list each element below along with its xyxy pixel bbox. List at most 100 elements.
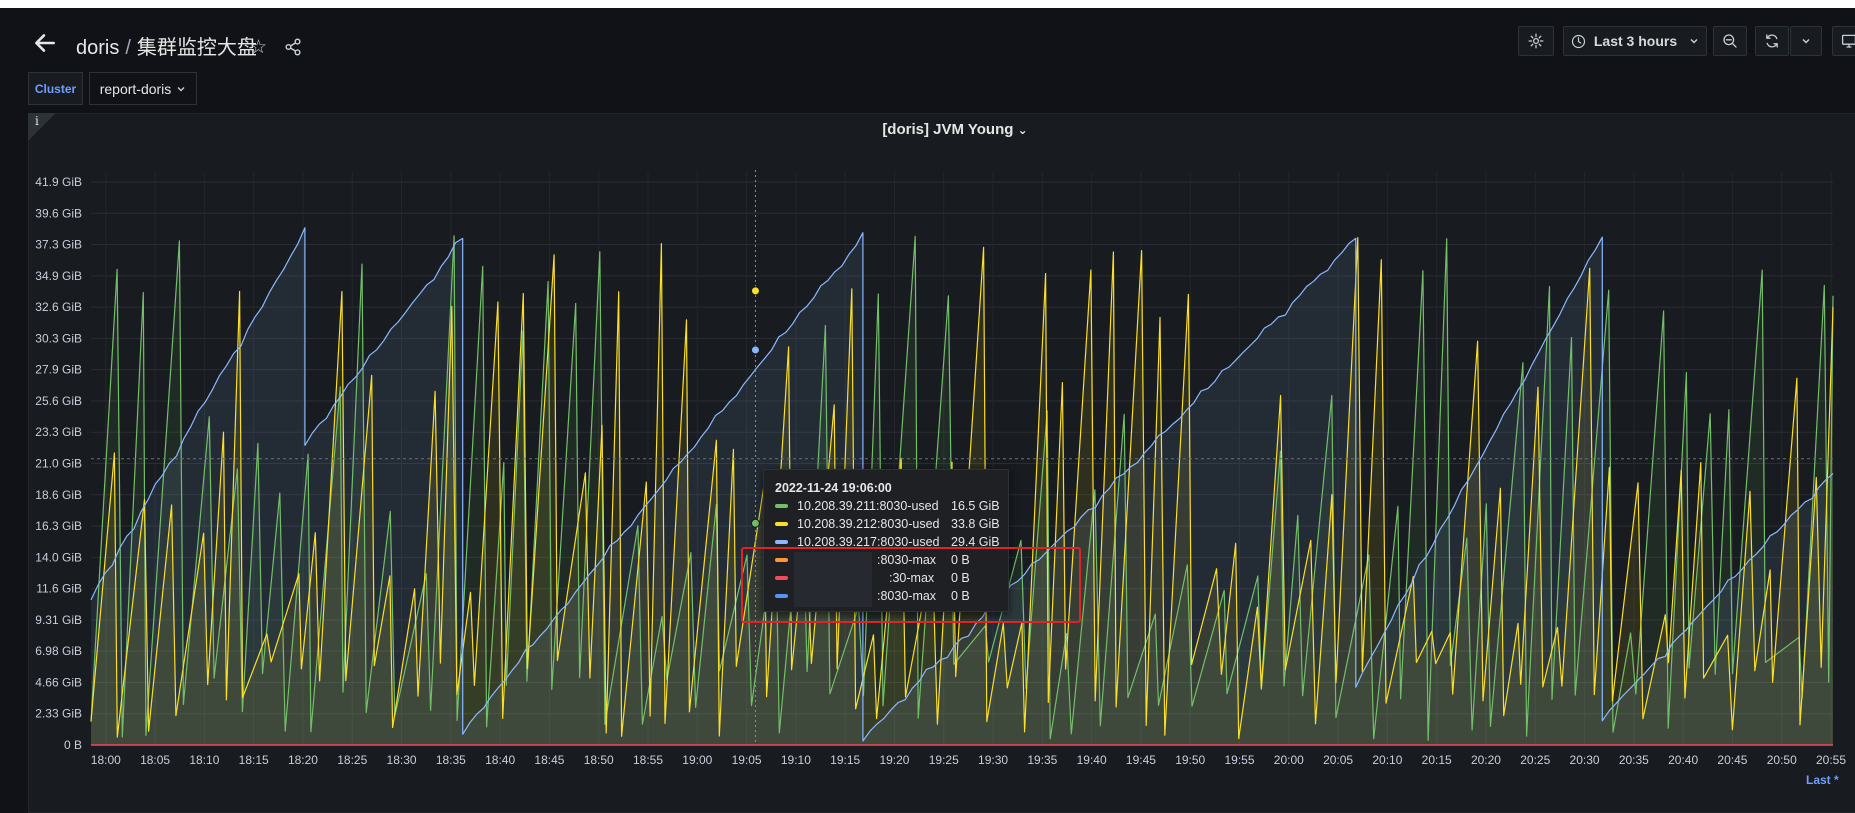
x-tick-label: 18:50 xyxy=(584,753,614,767)
tooltip-row: :8030-max 0 B xyxy=(775,587,1005,605)
cluster-variable-value: report-doris xyxy=(99,80,172,97)
series-line xyxy=(90,227,1834,742)
share-icon[interactable] xyxy=(284,38,302,56)
x-tick-label: 18:10 xyxy=(189,753,219,767)
series-swatch xyxy=(775,540,788,544)
y-tick-label: 34.9 GiB xyxy=(35,269,82,283)
y-tick-label: 21.0 GiB xyxy=(35,457,82,471)
tooltip-series-value: 0 B xyxy=(951,571,970,585)
x-tick-label: 20:15 xyxy=(1422,753,1452,767)
y-tick-label: 0 B xyxy=(64,738,82,752)
x-tick-label: 18:20 xyxy=(288,753,318,767)
clock-icon xyxy=(1571,34,1585,48)
y-tick-label: 18.6 GiB xyxy=(35,488,82,502)
dashboard-settings-button[interactable] xyxy=(1518,26,1554,56)
series-area xyxy=(91,235,1833,745)
top-strip xyxy=(0,0,1855,8)
zoom-out-icon xyxy=(1723,34,1737,48)
x-tick-label: 18:45 xyxy=(534,753,564,767)
y-tick-label: 9.31 GiB xyxy=(35,613,82,627)
y-tick-label: 6.98 GiB xyxy=(35,644,82,658)
y-tick-label: 39.6 GiB xyxy=(35,206,82,220)
refresh-interval-dropdown[interactable] xyxy=(1790,26,1822,56)
y-tick-label: 27.9 GiB xyxy=(35,363,82,377)
x-tick-label: 19:35 xyxy=(1027,753,1057,767)
hover-point xyxy=(750,518,760,528)
x-tick-label: 19:05 xyxy=(732,753,762,767)
series-area xyxy=(91,227,1833,746)
chevron-down-icon xyxy=(1802,39,1810,44)
tooltip-time: 2022-11-24 19:06:00 xyxy=(775,481,892,495)
panel-title-text: [doris] JVM Young xyxy=(882,121,1014,138)
x-tick-label: 19:25 xyxy=(929,753,959,767)
x-tick-label: 20:35 xyxy=(1619,753,1649,767)
series-swatch xyxy=(775,504,788,508)
refresh-button[interactable] xyxy=(1755,26,1789,56)
x-tick-label: 19:20 xyxy=(879,753,909,767)
panel-title-chevron: ⌄ xyxy=(1017,123,1028,137)
x-tick-label: 20:45 xyxy=(1717,753,1747,767)
cluster-variable-label: Cluster xyxy=(28,72,83,105)
y-tick-label: 23.3 GiB xyxy=(35,425,82,439)
x-tick-label: 20:25 xyxy=(1520,753,1550,767)
y-tick-label: 30.3 GiB xyxy=(35,331,82,345)
x-tick-label: 20:05 xyxy=(1323,753,1353,767)
zoom-out-button[interactable] xyxy=(1713,26,1747,56)
hover-point xyxy=(750,286,760,296)
hover-tooltip: 2022-11-24 19:06:00 10.208.39.211:8030-u… xyxy=(763,469,1009,612)
info-icon[interactable]: i xyxy=(35,114,39,128)
x-tick-label: 19:10 xyxy=(781,753,811,767)
gear-icon xyxy=(1528,33,1544,49)
chevron-down-icon xyxy=(1690,39,1698,44)
x-tick-label: 18:30 xyxy=(387,753,417,767)
y-tick-label: 16.3 GiB xyxy=(35,519,82,533)
refresh-icon xyxy=(1766,34,1778,48)
panel-info-corner[interactable] xyxy=(28,113,56,141)
tooltip-series-name: :8030-max xyxy=(877,553,937,567)
x-tick-label: 18:15 xyxy=(239,753,269,767)
x-tick-label: 18:55 xyxy=(633,753,663,767)
x-tick-label: 18:35 xyxy=(436,753,466,767)
y-tick-label: 41.9 GiB xyxy=(35,175,82,189)
tooltip-series-name: 10.208.39.212:8030-used xyxy=(797,517,940,531)
x-tick-label: 18:40 xyxy=(485,753,515,767)
monitor-icon xyxy=(1841,34,1855,48)
series-line xyxy=(90,235,1834,741)
y-tick-label: 32.6 GiB xyxy=(35,300,82,314)
tooltip-row: 10.208.39.217:8030-used 29.4 GiB xyxy=(775,533,1005,551)
series-swatch xyxy=(775,594,788,598)
y-tick-label: 2.33 GiB xyxy=(35,707,82,721)
x-tick-label: 19:15 xyxy=(830,753,860,767)
annotation-highlight-box xyxy=(741,547,1081,623)
legend-last-column-header[interactable]: Last * xyxy=(1806,773,1839,787)
tooltip-series-name: :30-max xyxy=(889,571,935,585)
tv-mode-button[interactable] xyxy=(1832,26,1855,56)
cluster-variable-select[interactable]: report-doris xyxy=(89,72,197,105)
tooltip-series-name: :8030-max xyxy=(877,589,937,603)
x-tick-label: 18:05 xyxy=(140,753,170,767)
x-tick-label: 18:25 xyxy=(337,753,367,767)
series-swatch xyxy=(775,558,788,562)
tooltip-row: :30-max 0 B xyxy=(775,569,1005,587)
back-arrow-icon[interactable] xyxy=(32,30,58,56)
y-tick-label: 4.66 GiB xyxy=(35,675,82,689)
x-tick-label: 19:40 xyxy=(1077,753,1107,767)
x-tick-label: 19:00 xyxy=(682,753,712,767)
panel-title[interactable]: [doris] JVM Young ⌄ xyxy=(0,121,1855,138)
chevron-down-icon xyxy=(177,86,185,91)
star-icon[interactable]: ☆ xyxy=(250,37,268,58)
page-title: doris / 集群监控大盘 xyxy=(76,31,257,60)
x-tick-label: 20:40 xyxy=(1668,753,1698,767)
y-tick-label: 37.3 GiB xyxy=(35,238,82,252)
series-swatch xyxy=(775,576,788,580)
breadcrumb-folder[interactable]: doris xyxy=(76,37,120,59)
time-range-picker[interactable]: Last 3 hours xyxy=(1563,26,1707,56)
tooltip-row: 10.208.39.212:8030-used 33.8 GiB xyxy=(775,515,1005,533)
x-tick-label: 20:10 xyxy=(1372,753,1402,767)
y-tick-label: 25.6 GiB xyxy=(35,394,82,408)
y-tick-label: 11.6 GiB xyxy=(36,582,82,596)
y-tick-label: 14.0 GiB xyxy=(35,550,82,564)
dashboard-title[interactable]: 集群监控大盘 xyxy=(136,37,257,59)
x-tick-label: 19:45 xyxy=(1126,753,1156,767)
